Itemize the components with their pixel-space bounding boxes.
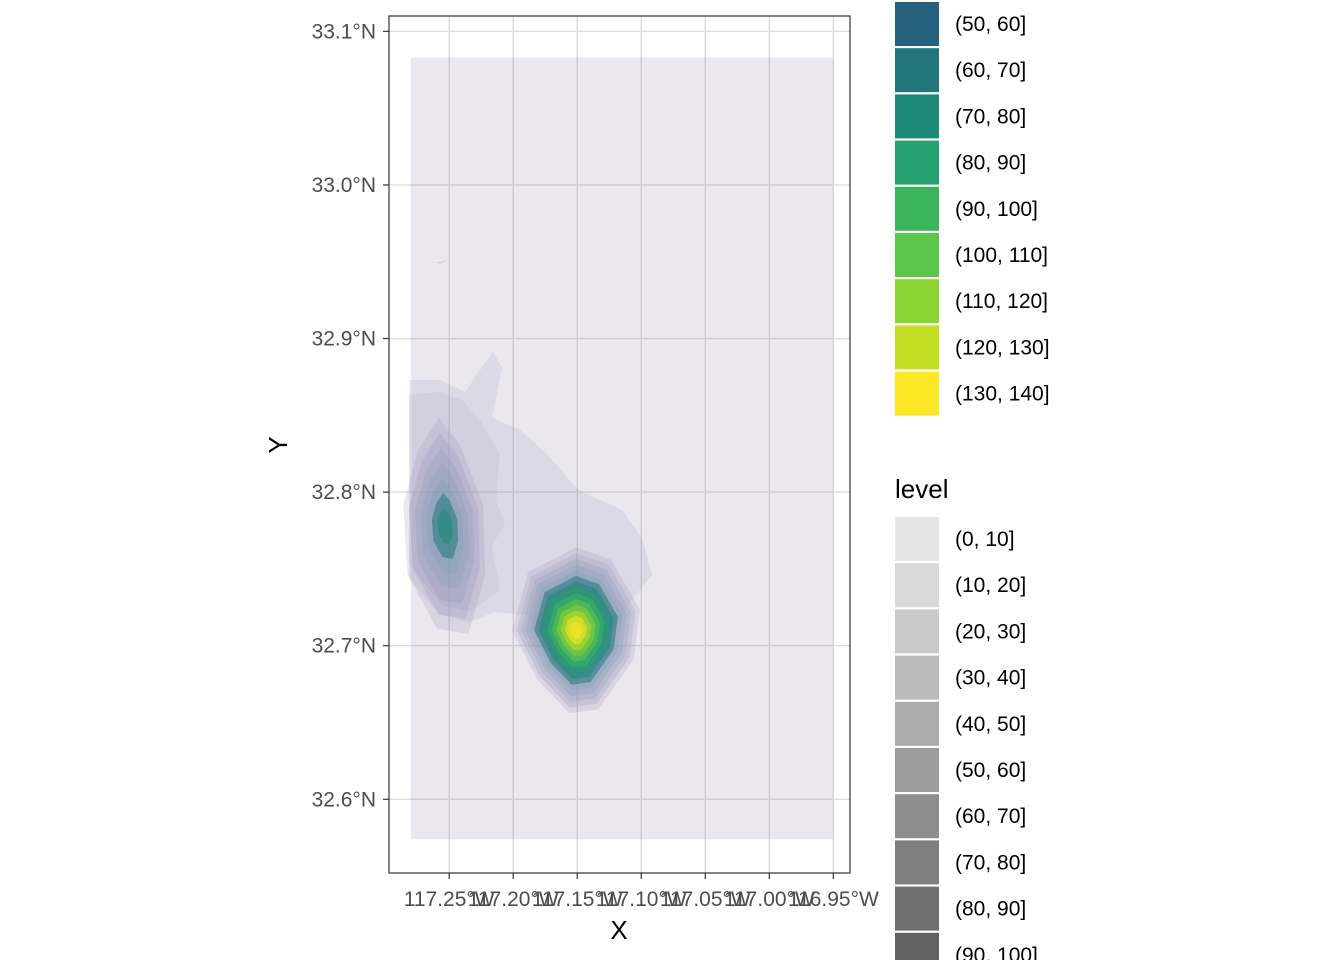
legend-label: (100, 110] (955, 244, 1048, 267)
x-tick-label: 117.25°W (404, 888, 495, 911)
legend-label: (0, 10] (955, 528, 1015, 551)
legend-label: (90, 100] (955, 944, 1038, 960)
legend-label: (90, 100] (955, 198, 1038, 221)
y-tick-label: 32.9°N (312, 328, 376, 351)
legend-level: level (0, 10] (10, 20] (20, 30] (30, 40] (40… (895, 474, 1038, 960)
legend-label: (10, 20] (955, 574, 1026, 597)
legend-label: (30, 40] (955, 667, 1026, 690)
x-tick-label: 116.95°W (788, 888, 879, 911)
legend-key (895, 48, 939, 93)
x-axis-title: X (610, 915, 627, 945)
legend-label: (20, 30] (955, 620, 1026, 643)
y-tick-label: 32.8°N (312, 481, 376, 504)
legend-key (895, 748, 939, 792)
legend-key (895, 517, 939, 561)
legend-label: (60, 70] (955, 805, 1026, 828)
x-tick-label: 117.00°W (724, 888, 815, 911)
y-tick-label: 33.0°N (312, 174, 376, 197)
hotspot-south (512, 547, 640, 714)
x-tick-label: 117.20°W (468, 888, 559, 911)
legend-label: (50, 60] (955, 13, 1026, 36)
legend-key (895, 609, 939, 654)
density-contours (403, 57, 834, 840)
contour-band (569, 621, 583, 640)
x-tick-label: 117.15°W (532, 888, 623, 911)
legend-label: (80, 90] (955, 152, 1026, 175)
legend-label: (70, 80] (955, 105, 1026, 128)
legend-key (895, 140, 939, 185)
legend-key (895, 2, 939, 46)
density-spread-region (409, 392, 505, 612)
legend-key (895, 701, 939, 746)
legend-label: (60, 70] (955, 59, 1026, 82)
density-speck (436, 261, 446, 264)
legend-key (895, 325, 939, 370)
panel-border (388, 15, 851, 874)
density-extent-fill (410, 57, 834, 840)
y-tick-label: 32.7°N (312, 635, 376, 658)
x-axis: 117.25°W117.20°W117.15°W117.10°W117.05°W… (404, 873, 879, 911)
legend-level-title: level (895, 474, 948, 504)
x-tick-label: 117.05°W (660, 888, 751, 911)
legend-key (895, 563, 939, 608)
contour-band (437, 507, 453, 544)
legend-key (895, 655, 939, 700)
legend-key (895, 840, 939, 885)
legend-key (895, 279, 939, 324)
legend-key (895, 886, 939, 931)
legend-key (895, 233, 939, 277)
hotspot-west (403, 417, 486, 634)
legend-label: (40, 50] (955, 713, 1026, 736)
y-axis-title: Y (263, 436, 293, 453)
plot-panel (388, 15, 851, 874)
legend-key (895, 794, 939, 839)
legend-label: (130, 140] (955, 383, 1050, 406)
legend-label: (80, 90] (955, 898, 1026, 921)
legend-key (895, 94, 939, 139)
panel-background (389, 16, 850, 873)
legend-label: (120, 130] (955, 336, 1050, 359)
legend-key (895, 186, 939, 231)
legend-key (895, 371, 939, 416)
y-axis: 32.6°N 32.7°N 32.8°N 32.9°N 33.0°N 33.1°N (312, 20, 389, 811)
legend-key (895, 932, 939, 960)
legend-fill: (50, 60] (60, 70] (70, 80] (80, 90] (90, 100… (895, 2, 1050, 416)
legend-label: (110, 120] (955, 290, 1048, 313)
x-tick-label: 117.10°W (596, 888, 687, 911)
y-tick-label: 32.6°N (312, 788, 376, 811)
grid-lines (389, 16, 850, 873)
y-tick-label: 33.1°N (312, 20, 376, 43)
legend-label: (70, 80] (955, 851, 1026, 874)
legend-label: (50, 60] (955, 759, 1026, 782)
